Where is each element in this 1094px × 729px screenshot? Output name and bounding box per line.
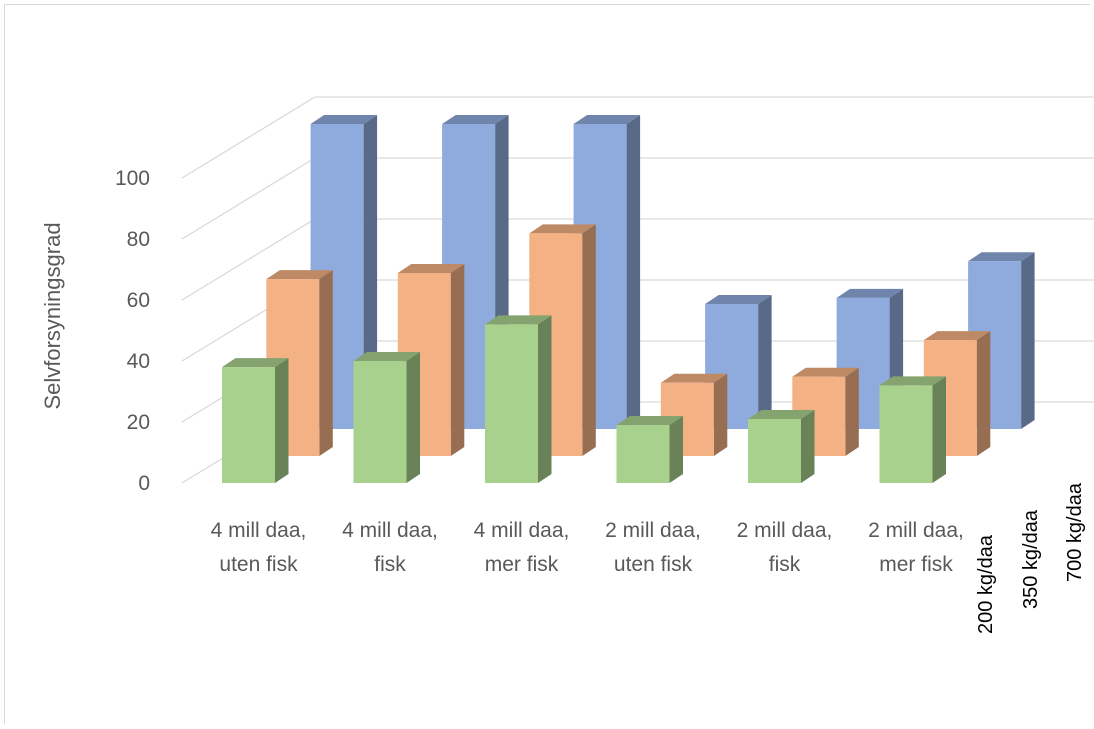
bar-top (442, 115, 509, 124)
bar-700-kg-daa-3 (705, 294, 772, 429)
bar-top (529, 224, 596, 234)
bar-top (705, 294, 772, 304)
chart-frame (4, 4, 1090, 724)
series-axis-label: 200 kg/daa (975, 534, 997, 634)
bar-side (626, 115, 641, 429)
bar-200-kg-daa-4 (748, 409, 815, 483)
bar-front (616, 425, 670, 483)
y-tick-label: 20 (127, 411, 150, 434)
bars (222, 115, 1035, 483)
x-category-label: fisk (769, 553, 801, 576)
bar-side (845, 367, 859, 456)
bar-front (222, 367, 275, 483)
bar-side (976, 331, 991, 456)
bar-200-kg-daa-0 (222, 358, 289, 483)
bar-350-kg-daa-3 (660, 373, 728, 456)
bar-top (310, 115, 378, 124)
bar-350-kg-daa-0 (266, 270, 333, 456)
series-axis-label: 350 kg/daa (1020, 509, 1042, 609)
x-category-label: mer fisk (485, 553, 559, 576)
x-category-label: 2 mill daa, (737, 519, 833, 542)
x-category-label: uten fisk (614, 553, 693, 576)
bar-side (801, 409, 815, 483)
x-category-label: 2 mill daa, (605, 519, 701, 542)
bar-top (616, 416, 683, 426)
y-axis-title: Selvforsyningsgrad (40, 222, 65, 409)
bar-top (485, 315, 552, 325)
bar-front (748, 418, 801, 483)
bar-top (792, 367, 859, 377)
x-category-label: 4 mill daa, (211, 519, 307, 542)
bar-side (406, 352, 420, 483)
bar-side (713, 373, 728, 456)
y-tick-label: 0 (138, 472, 150, 495)
bar-side (319, 270, 333, 456)
bar-side (669, 416, 683, 483)
bar-side (582, 224, 596, 456)
y-tick-label: 40 (127, 350, 150, 373)
bar-side (932, 376, 946, 483)
bar-side (1021, 252, 1035, 429)
bar-side (450, 264, 465, 456)
bar-top (748, 409, 815, 419)
x-category-label: 2 mill daa, (868, 519, 964, 542)
bar-top (573, 115, 641, 124)
bar-front (353, 361, 407, 483)
bar-front (879, 385, 933, 483)
x-category-label: mer fisk (879, 553, 953, 576)
bar-side (275, 358, 289, 483)
bar-top (836, 288, 904, 298)
bar-front (485, 324, 538, 483)
bar-side (363, 115, 378, 429)
series-axis-label: 700 kg/daa (1064, 482, 1086, 582)
y-tick-label: 60 (127, 289, 150, 312)
x-category-label: fisk (374, 553, 406, 576)
bar-top (222, 358, 289, 368)
bar-350-kg-daa-5 (923, 331, 991, 456)
bar-200-kg-daa-1 (353, 352, 420, 483)
bar-top (923, 331, 991, 341)
gridline-100 (181, 96, 1094, 179)
axis-labels: 0 20 40 60 80 100 Selvforsyningsgrad 4 mill daa… (40, 167, 1086, 634)
bar-200-kg-daa-5 (879, 376, 946, 483)
bar-200-kg-daa-3 (616, 416, 683, 483)
y-tick-label: 80 (127, 228, 150, 251)
bar-top (397, 264, 465, 273)
x-category-label: 4 mill daa, (474, 519, 570, 542)
bar-top (266, 270, 333, 280)
bar-side (538, 315, 552, 483)
bar-top (660, 373, 728, 383)
y-tick-label: 100 (115, 167, 150, 190)
bar-top (353, 352, 420, 361)
bar-top (879, 376, 946, 386)
x-category-label: 4 mill daa, (342, 519, 438, 542)
bar-side (758, 294, 772, 429)
bar-200-kg-daa-2 (485, 315, 552, 483)
x-category-label: uten fisk (219, 553, 298, 576)
bar-top (968, 252, 1035, 262)
